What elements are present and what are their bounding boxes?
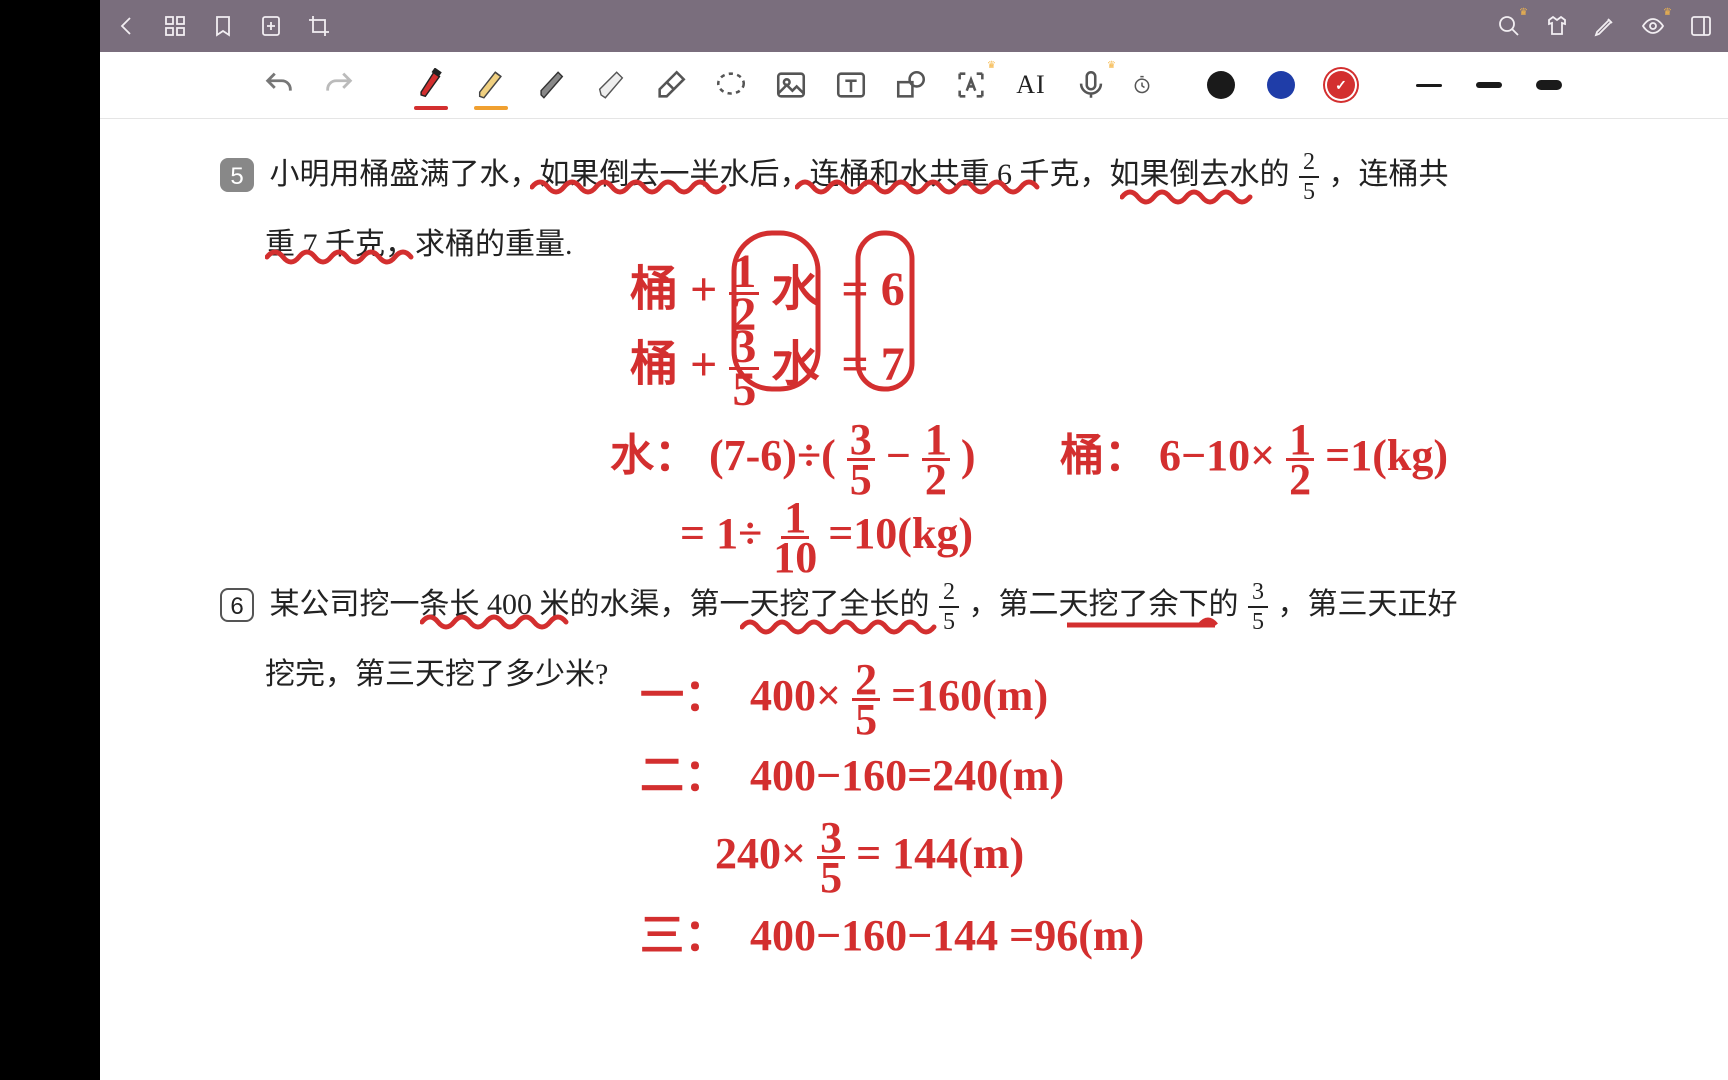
underline-ink bbox=[530, 179, 730, 199]
stroke-thin[interactable] bbox=[1410, 66, 1448, 104]
ai-tool[interactable]: AI bbox=[1012, 66, 1050, 104]
stroke-thick[interactable] bbox=[1530, 66, 1568, 104]
color-swatch-black[interactable] bbox=[1202, 66, 1240, 104]
pen-edit-icon[interactable] bbox=[1592, 13, 1618, 39]
underline-ink bbox=[420, 614, 570, 634]
handwriting: 二： 400−160=240(m) bbox=[640, 739, 1064, 803]
color-swatch-red[interactable]: ✓ bbox=[1322, 66, 1360, 104]
eraser-tool[interactable] bbox=[652, 66, 690, 104]
handwriting: 水： (7-6)÷( 35 − 12 ) bbox=[610, 419, 976, 499]
stroke-medium[interactable] bbox=[1470, 66, 1508, 104]
bookmark-icon[interactable] bbox=[210, 13, 236, 39]
swatch bbox=[1207, 71, 1235, 99]
marker-pen-tool[interactable] bbox=[412, 66, 450, 104]
text-recognize-tool[interactable]: ♛ bbox=[952, 66, 990, 104]
premium-crown-icon: ♛ bbox=[987, 60, 996, 71]
fine-pen-tool[interactable] bbox=[532, 66, 570, 104]
question-number-badge: 6 bbox=[220, 588, 254, 622]
handwriting: 240× 35 = 144(m) bbox=[715, 819, 1024, 897]
pencil-tool[interactable] bbox=[472, 66, 510, 104]
circle-annotation bbox=[728, 227, 828, 397]
fraction: 25 bbox=[1299, 150, 1319, 204]
premium-crown-icon: ♛ bbox=[1107, 60, 1116, 71]
problem-text-span: 某公司挖一条长 400 米的水渠，第一天挖了全长的 bbox=[270, 588, 930, 621]
toolbar-container: ♛ AI ♛ ✓ bbox=[100, 52, 1728, 119]
image-tool[interactable] bbox=[772, 66, 810, 104]
swatch bbox=[1267, 71, 1295, 99]
eye-icon[interactable]: ♛ bbox=[1640, 13, 1666, 39]
lasso-tool[interactable] bbox=[712, 66, 750, 104]
search-icon[interactable]: ♛ bbox=[1496, 13, 1522, 39]
note-canvas[interactable]: 5 小明用桶盛满了水，如果倒去一半水后，连桶和水共重 6 千克，如果倒去水的 2… bbox=[100, 119, 1728, 1080]
circle-annotation bbox=[852, 227, 920, 397]
shape-tool[interactable] bbox=[892, 66, 930, 104]
titlebar: ♛ ♛ bbox=[100, 0, 1728, 52]
fraction: 35 bbox=[1248, 580, 1268, 634]
problem-6-text-line2: 挖完，第三天挖了多少米? bbox=[265, 649, 608, 700]
note-app: ♛ ♛ bbox=[100, 0, 1728, 1080]
left-pillarbox bbox=[0, 0, 100, 1080]
problem-text-span: ，第三天正好 bbox=[1278, 588, 1458, 621]
underline-ink bbox=[795, 179, 1055, 199]
timer-tool[interactable] bbox=[1132, 66, 1152, 104]
handwriting: = 1÷ 110 =10(kg) bbox=[680, 499, 973, 577]
handwriting: 桶： 6−10× 12 =1(kg) bbox=[1060, 419, 1448, 499]
underline-ink bbox=[1120, 189, 1260, 209]
underline-ink bbox=[1065, 617, 1225, 635]
mic-tool[interactable]: ♛ bbox=[1072, 66, 1110, 104]
eraser-pen-tool[interactable] bbox=[592, 66, 630, 104]
back-icon[interactable] bbox=[114, 13, 140, 39]
problem-text-span: ，连桶共 bbox=[1329, 158, 1449, 191]
handwriting: 一： 400× 25 =160(m) bbox=[640, 659, 1048, 739]
color-swatch-blue[interactable] bbox=[1262, 66, 1300, 104]
text-box-tool[interactable] bbox=[832, 66, 870, 104]
shirt-icon[interactable] bbox=[1544, 13, 1570, 39]
question-number-badge: 5 bbox=[220, 158, 254, 192]
handwriting: 三： 400−160−144 =96(m) bbox=[640, 899, 1144, 963]
underline-ink bbox=[740, 619, 950, 639]
apps-grid-icon[interactable] bbox=[162, 13, 188, 39]
add-page-icon[interactable] bbox=[258, 13, 284, 39]
undo-button[interactable] bbox=[260, 66, 298, 104]
premium-crown-icon: ♛ bbox=[1519, 7, 1528, 18]
premium-crown-icon: ♛ bbox=[1663, 7, 1672, 18]
problem-text-span: 小明用桶盛满了水，如果倒去一半水后，连桶和水共重 6 千克，如果倒去水的 bbox=[270, 158, 1290, 191]
redo-button[interactable] bbox=[320, 66, 358, 104]
underline-ink bbox=[265, 249, 425, 269]
toolbar: ♛ AI ♛ ✓ bbox=[240, 52, 1588, 118]
problem-text-span: 挖完，第三天挖了多少米? bbox=[265, 658, 608, 691]
check-icon: ✓ bbox=[1335, 77, 1347, 94]
crop-icon[interactable] bbox=[306, 13, 332, 39]
panel-right-icon[interactable] bbox=[1688, 13, 1714, 39]
